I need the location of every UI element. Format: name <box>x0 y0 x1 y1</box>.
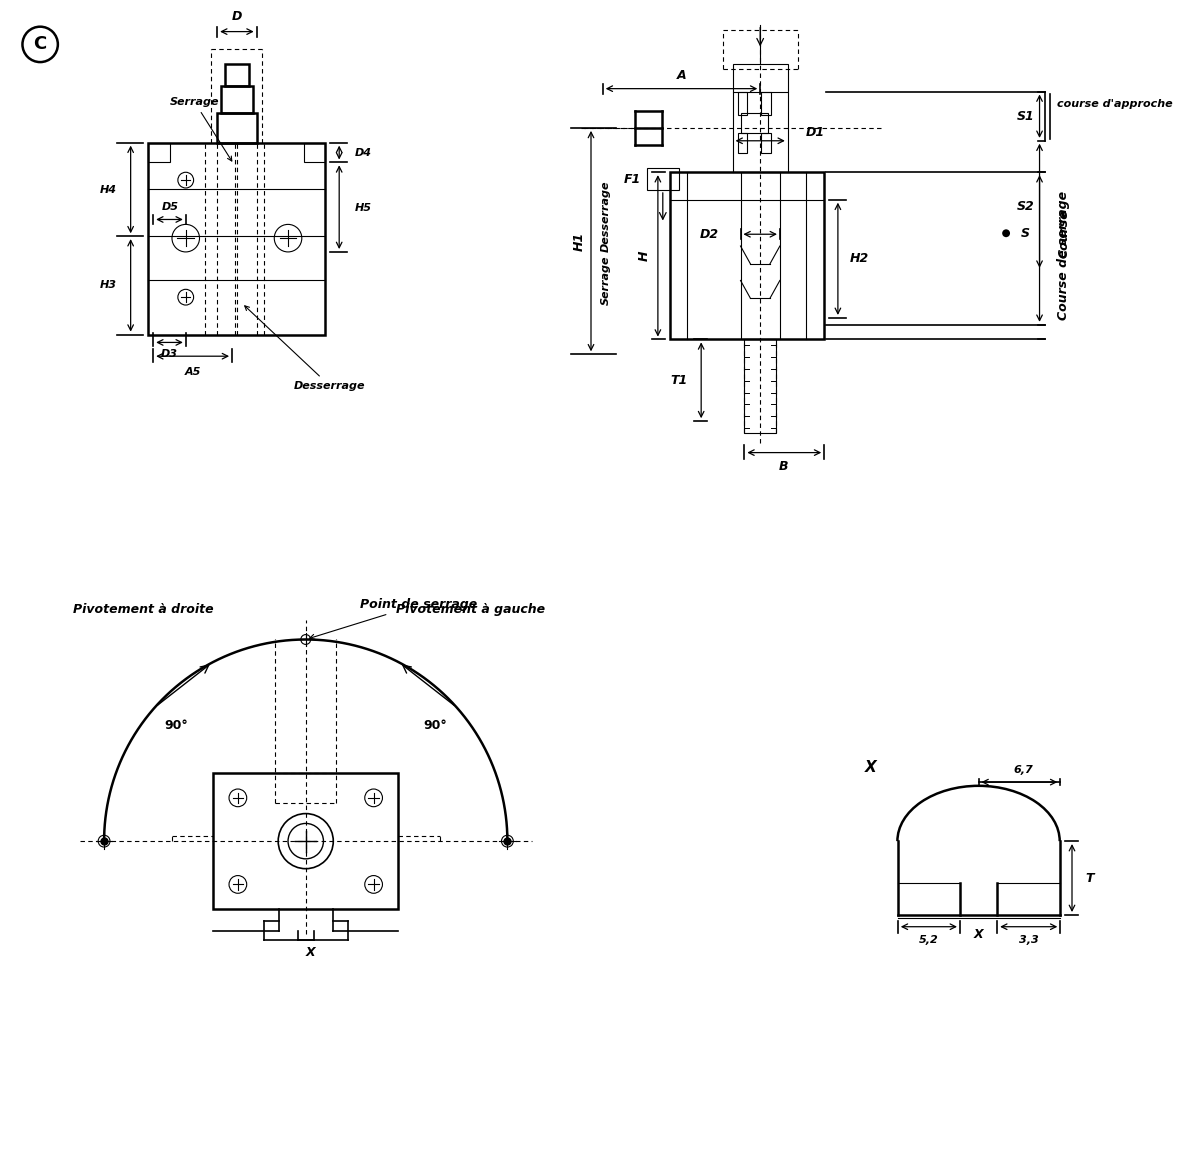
Bar <box>221 86 253 113</box>
Bar <box>647 168 678 190</box>
Bar <box>761 92 772 115</box>
Bar <box>149 143 170 162</box>
Text: Desserrage: Desserrage <box>601 181 611 252</box>
Bar <box>744 339 776 432</box>
Text: T: T <box>1086 872 1094 886</box>
Text: H2: H2 <box>850 252 869 266</box>
Text: Course de serrage: Course de serrage <box>1057 191 1070 321</box>
Bar <box>226 64 248 86</box>
Text: X: X <box>973 928 983 941</box>
Bar <box>740 113 768 133</box>
Text: H1: H1 <box>572 231 586 251</box>
Text: 90°: 90° <box>164 719 187 731</box>
Text: D3: D3 <box>161 350 178 359</box>
Text: S1: S1 <box>1016 109 1034 123</box>
Circle shape <box>1002 229 1010 237</box>
Text: S2: S2 <box>1016 200 1034 213</box>
Text: F1: F1 <box>624 172 641 185</box>
Text: H5: H5 <box>355 202 372 213</box>
Bar <box>733 64 787 92</box>
Text: Course: Course <box>1057 209 1070 258</box>
Bar <box>738 133 748 153</box>
Text: H3: H3 <box>100 281 116 291</box>
Text: 90°: 90° <box>424 719 448 731</box>
Text: H4: H4 <box>100 185 116 196</box>
Bar <box>217 113 257 143</box>
Text: Pivotement à droite: Pivotement à droite <box>73 604 214 616</box>
Text: 3,3: 3,3 <box>1019 935 1038 945</box>
Text: Serrage: Serrage <box>601 255 611 305</box>
Text: S: S <box>1021 227 1031 239</box>
Text: T1: T1 <box>670 374 688 388</box>
Text: D: D <box>232 10 242 23</box>
Bar <box>670 172 824 339</box>
Text: Serrage: Serrage <box>170 98 232 161</box>
Text: A5: A5 <box>185 367 200 377</box>
Bar <box>304 143 325 162</box>
Text: Point de serrage: Point de serrage <box>310 598 478 639</box>
Text: D2: D2 <box>700 228 719 240</box>
Text: C: C <box>34 36 47 53</box>
Text: Pivotement à gauche: Pivotement à gauche <box>396 604 546 616</box>
Text: D1: D1 <box>805 126 824 139</box>
Text: 6,7: 6,7 <box>1014 765 1033 775</box>
Bar <box>738 92 748 115</box>
Bar <box>740 172 780 339</box>
Text: Desserrage: Desserrage <box>245 306 366 391</box>
Bar <box>149 143 325 335</box>
Text: A: A <box>677 69 686 83</box>
Text: B: B <box>779 460 788 473</box>
Text: X: X <box>306 945 316 959</box>
Text: H: H <box>637 251 650 261</box>
Text: X: X <box>864 760 876 775</box>
Text: course d'approche: course d'approche <box>1057 99 1172 109</box>
Bar <box>214 773 398 908</box>
Text: D4: D4 <box>355 147 372 158</box>
Bar <box>761 133 772 153</box>
Text: D5: D5 <box>162 201 179 212</box>
Text: 5,2: 5,2 <box>918 935 938 945</box>
